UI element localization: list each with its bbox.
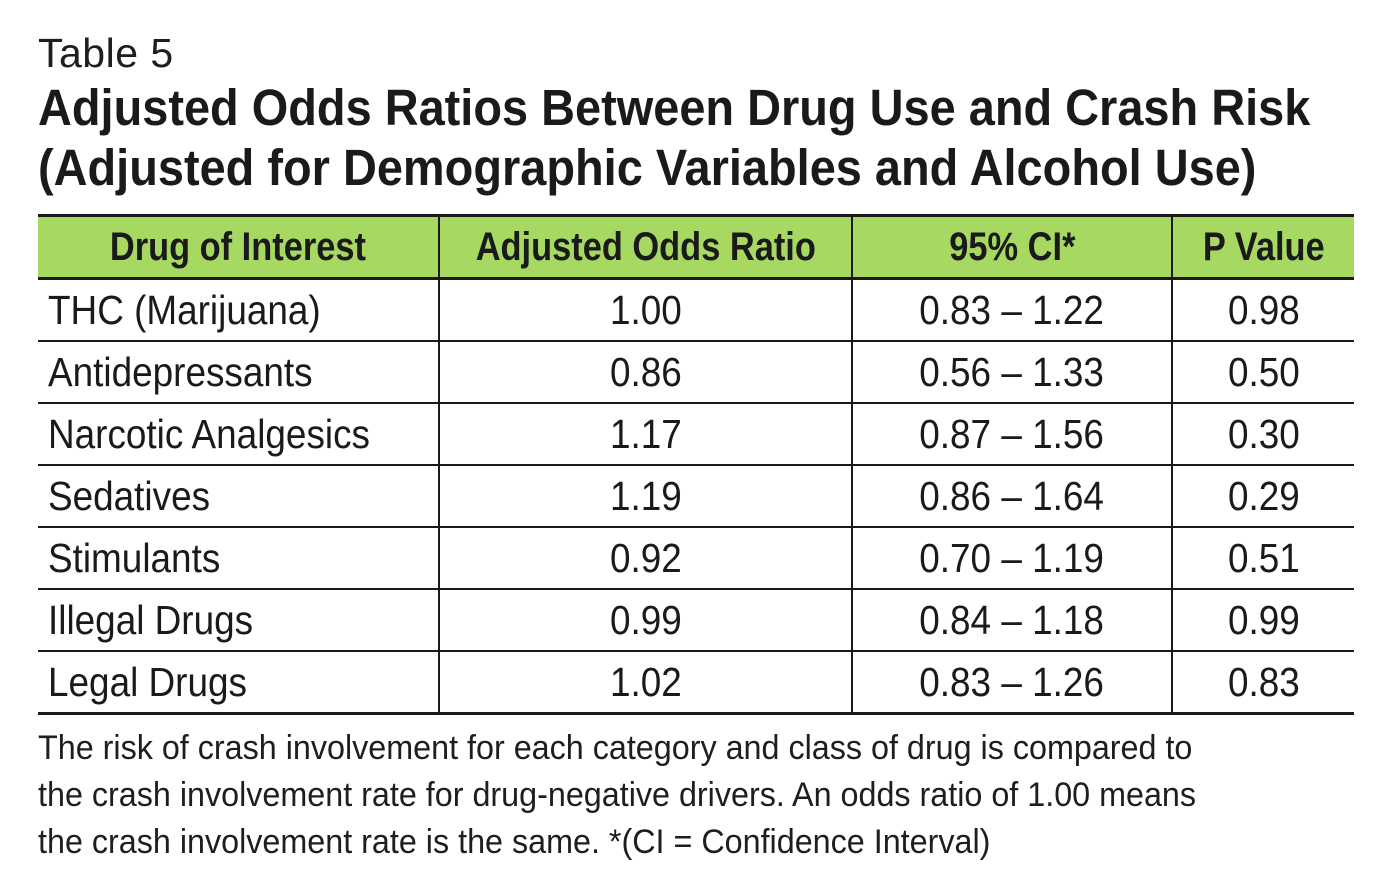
table-row: Sedatives 1.19 0.86 – 1.64 0.29 bbox=[38, 464, 1354, 527]
cell-odds-ratio: 0.92 bbox=[438, 526, 852, 589]
cell-drug: Antidepressants bbox=[38, 340, 439, 403]
header-p-value: P Value bbox=[1171, 215, 1354, 280]
table-row: Legal Drugs 1.02 0.83 – 1.26 0.83 bbox=[38, 650, 1354, 714]
cell-p-value: 0.29 bbox=[1171, 464, 1354, 527]
cell-drug: Sedatives bbox=[38, 464, 439, 527]
cell-drug: Illegal Drugs bbox=[38, 588, 439, 651]
cell-ci: 0.83 – 1.26 bbox=[851, 650, 1172, 714]
odds-ratio-table: Drug of Interest Adjusted Odds Ratio 95%… bbox=[38, 214, 1354, 715]
cell-p-value: 0.83 bbox=[1171, 650, 1354, 714]
cell-ci: 0.56 – 1.33 bbox=[851, 340, 1172, 403]
title-line-2: (Adjusted for Demographic Variables and … bbox=[38, 139, 1257, 196]
header-drug-of-interest: Drug of Interest bbox=[38, 215, 439, 280]
cell-p-value: 0.99 bbox=[1171, 588, 1354, 651]
footnote-line-3: the crash involvement rate is the same. … bbox=[38, 823, 991, 861]
header-adjusted-odds-ratio: Adjusted Odds Ratio bbox=[438, 215, 852, 280]
cell-odds-ratio: 1.19 bbox=[438, 464, 852, 527]
table-row: Stimulants 0.92 0.70 – 1.19 0.51 bbox=[38, 526, 1354, 589]
cell-ci: 0.70 – 1.19 bbox=[851, 526, 1172, 589]
table-row: Illegal Drugs 0.99 0.84 – 1.18 0.99 bbox=[38, 588, 1354, 651]
cell-p-value: 0.51 bbox=[1171, 526, 1354, 589]
cell-odds-ratio: 0.99 bbox=[438, 588, 852, 651]
table-label: Table 5 bbox=[38, 30, 174, 76]
cell-drug: THC (Marijuana) bbox=[48, 286, 321, 333]
cell-odds-ratio: 1.00 bbox=[438, 278, 852, 341]
cell-p-value: 0.98 bbox=[1171, 278, 1354, 341]
cell-odds-ratio: 1.17 bbox=[438, 402, 852, 465]
table-row: Narcotic Analgesics 1.17 0.87 – 1.56 0.3… bbox=[38, 402, 1354, 465]
table-row: THC (Marijuana) 1.00 0.83 – 1.22 0.98 bbox=[38, 278, 1354, 341]
cell-ci: 0.84 – 1.18 bbox=[851, 588, 1172, 651]
header-confidence-interval: 95% CI* bbox=[851, 215, 1172, 280]
table-title: Adjusted Odds Ratios Between Drug Use an… bbox=[38, 78, 1311, 198]
cell-odds-ratio: 1.02 bbox=[438, 650, 852, 714]
cell-ci: 0.87 – 1.56 bbox=[851, 402, 1172, 465]
cell-drug: Legal Drugs bbox=[38, 650, 439, 714]
cell-ci: 0.86 – 1.64 bbox=[851, 464, 1172, 527]
footnote-line-1: The risk of crash involvement for each c… bbox=[38, 729, 1193, 767]
footnote-line-2: the crash involvement rate for drug-nega… bbox=[38, 776, 1197, 814]
table-footnote: The risk of crash involvement for each c… bbox=[38, 725, 1290, 866]
cell-p-value: 0.30 bbox=[1171, 402, 1354, 465]
document: Table 5 Adjusted Odds Ratios Between Dru… bbox=[38, 28, 1356, 866]
cell-odds-ratio: 0.86 bbox=[438, 340, 852, 403]
cell-drug: Stimulants bbox=[38, 526, 439, 589]
cell-p-value: 0.50 bbox=[1171, 340, 1354, 403]
title-line-1: Adjusted Odds Ratios Between Drug Use an… bbox=[38, 79, 1311, 136]
cell-ci: 0.83 – 1.22 bbox=[851, 278, 1172, 341]
table-row: Antidepressants 0.86 0.56 – 1.33 0.50 bbox=[38, 340, 1354, 403]
table-header-row: Drug of Interest Adjusted Odds Ratio 95%… bbox=[38, 215, 1354, 280]
cell-drug: Narcotic Analgesics bbox=[38, 402, 439, 465]
